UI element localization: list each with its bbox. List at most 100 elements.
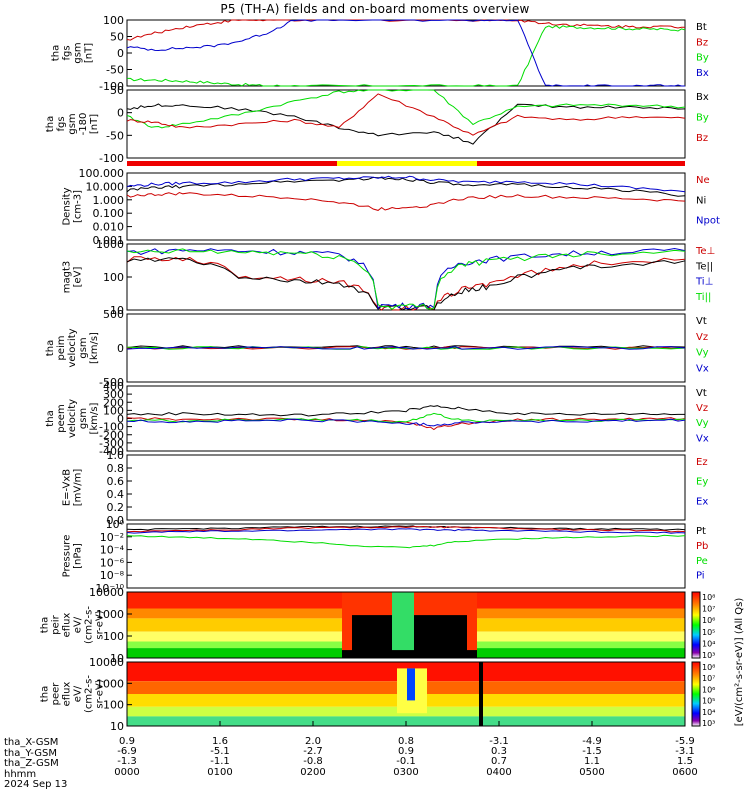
y-tick-label: 0 [117, 47, 124, 60]
colorbar-tick: 10⁸ [702, 593, 715, 602]
panel-frame [126, 89, 686, 159]
legend-Vt: Vt [696, 316, 707, 327]
legend-Ni: Ni [696, 195, 706, 206]
y-axis-label: thafgsgsm[nT] [51, 42, 95, 63]
x-tick-label: -1.1 [210, 756, 230, 767]
x-tick-label: 1.6 [212, 736, 228, 747]
y-axis-label-line: E=-VxB [62, 469, 73, 506]
y-tick-label: -100 [99, 421, 124, 434]
series-Ni [126, 176, 686, 197]
y-axis-label-line: peer [51, 682, 62, 706]
legend-By: By [696, 113, 709, 124]
x-tick-label: 0000 [114, 767, 139, 778]
y-tick-label: 10000 [89, 656, 124, 669]
footer-z-label: tha_Z-GSM [4, 758, 59, 769]
x-tick-label: 1.5 [677, 756, 693, 767]
heatmap-gap [407, 668, 415, 701]
series-Npot [126, 175, 686, 193]
legend-Bx: Bx [696, 68, 709, 79]
y-tick-label: -300 [99, 437, 124, 450]
y-tick-label: 1000 [96, 608, 124, 621]
x-tick-label: -5.9 [675, 736, 695, 747]
y-axis-label: Pressure[nPa] [62, 535, 84, 578]
series-Vx [126, 418, 686, 427]
colorbar-label: [eV/(cm²-s-sr-eV)] (All Qs) [734, 598, 745, 727]
series-Te|| [126, 257, 686, 311]
y-tick-label: 10⁻¹⁰ [95, 582, 124, 595]
colorbar-tick: 10⁶ [702, 685, 715, 694]
y-tick-label: 1.000 [93, 194, 125, 207]
y-axis-label-line: gsm [67, 113, 78, 134]
y-tick-label: 50 [110, 84, 124, 97]
y-tick-label: 0.001 [93, 234, 125, 247]
colorbar-tick: 10⁴ [702, 639, 715, 648]
panel-frame [126, 19, 686, 87]
legend-Bt: Bt [696, 22, 707, 33]
series-By [127, 24, 686, 87]
y-tick-label: 0.010 [93, 221, 125, 234]
y-axis-label: thapeimvelocitygsm[km/s] [45, 328, 100, 367]
y-tick-label: -500 [99, 376, 124, 389]
series-Vz [126, 346, 686, 350]
footer-x-label: tha_X-GSM [4, 737, 59, 748]
y-axis-label-line: Density [62, 187, 73, 225]
y-axis-label-line: Pressure [62, 535, 73, 578]
y-axis-label-line: eflux [62, 682, 73, 707]
x-tick-label: 0200 [300, 767, 325, 778]
legend-Pi: Pi [696, 571, 705, 582]
legend-Ez: Ez [696, 457, 708, 468]
y-axis-label-line: [nT] [84, 43, 95, 63]
y-axis-label-line: velocity [67, 328, 78, 367]
y-tick-label: -50 [106, 129, 124, 142]
series-Ti|| [126, 248, 686, 310]
y-axis-label-line: tha [45, 116, 56, 132]
panel-peir: 10000 1000 100 10 thapeirefluxeV/(cm2-s-sr-e… [40, 586, 686, 665]
x-tick-label: -1.5 [582, 746, 602, 757]
x-tick-label: 0.9 [398, 746, 414, 757]
x-tick-label: 0.3 [491, 746, 507, 757]
series-Ne [126, 191, 686, 211]
colorbar-tick: 10⁸ [702, 663, 715, 672]
panel-peim-velocity: 500 0 -500 thapeimvelocitygsm[km/s] Vt Vz Vy Vx [45, 308, 709, 389]
y-axis-label-line: peim [56, 335, 67, 360]
y-axis-label-line: [cm-3] [73, 190, 84, 223]
legend-Vx: Vx [696, 433, 709, 444]
x-tick-label: -4.9 [582, 736, 602, 747]
x-tick-label: -1.3 [117, 756, 137, 767]
y-axis-label-line: fgs [56, 116, 67, 131]
y-axis-label-line: gsm [73, 42, 84, 63]
legend-Bx: Bx [696, 92, 709, 103]
y-tick-label: 1000 [96, 677, 124, 690]
y-axis-label-line: [mV/m] [73, 469, 84, 507]
y-axis-label-line: eV/ [73, 616, 84, 633]
y-axis-label-line: (cm2-s- [84, 675, 95, 713]
series-Pi [126, 528, 686, 534]
y-axis-label-line: peir [51, 614, 62, 634]
legend-Vx: Vx [696, 363, 709, 374]
legend-Pe: Pe [696, 556, 708, 567]
mode-bar-segment [477, 161, 685, 166]
colorbar-tick: 10⁵ [702, 697, 715, 706]
y-tick-label: 10 [110, 652, 124, 665]
colorbar-tick: 10⁷ [702, 674, 715, 683]
legend-Vz: Vz [696, 403, 708, 414]
y-axis-label-line: eflux [62, 613, 73, 638]
panel-fgs: 100 50 0 -50 -100 thafgsgsm[nT] Bt Bz By Bx [51, 14, 709, 93]
y-tick-label: 10.000 [86, 180, 125, 193]
legend-Pb: Pb [696, 541, 708, 552]
panel-peer: 10000 1000 100 10 thapeerefluxeV/(cm2-s-sr-e… [40, 656, 686, 733]
series-Bz [126, 19, 685, 41]
y-tick-label: 100.000 [79, 167, 125, 180]
colorbar-bottom [691, 661, 701, 727]
y-axis-label-line: -180 [78, 113, 89, 136]
y-axis-label-line: [nPa] [73, 543, 84, 569]
colorbar-tick: 10³ [702, 719, 715, 728]
x-tick-label: 0500 [579, 767, 604, 778]
series-Pe [126, 534, 686, 549]
legend-Ti⊥: Ti⊥ [695, 277, 713, 288]
y-tick-label: 10⁻⁴ [100, 544, 125, 557]
x-tick-label: -0.1 [396, 756, 416, 767]
series-Te⊥ [126, 256, 686, 311]
